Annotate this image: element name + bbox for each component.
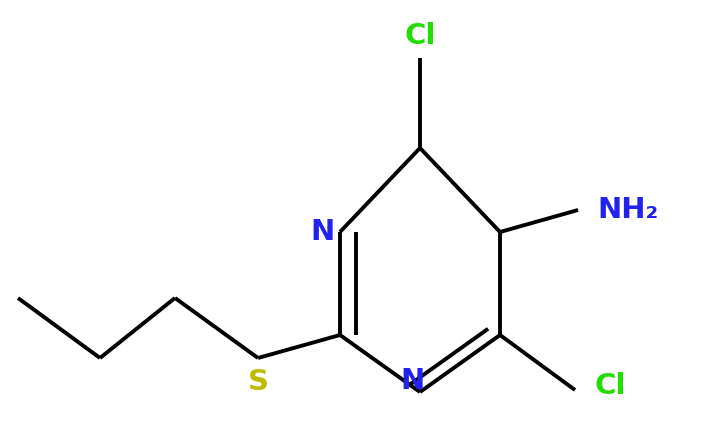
Text: Cl: Cl bbox=[595, 372, 627, 400]
Text: N: N bbox=[310, 218, 335, 246]
Text: N: N bbox=[401, 367, 425, 395]
Text: Cl: Cl bbox=[404, 22, 436, 50]
Text: S: S bbox=[248, 368, 268, 396]
Text: NH₂: NH₂ bbox=[597, 196, 659, 224]
